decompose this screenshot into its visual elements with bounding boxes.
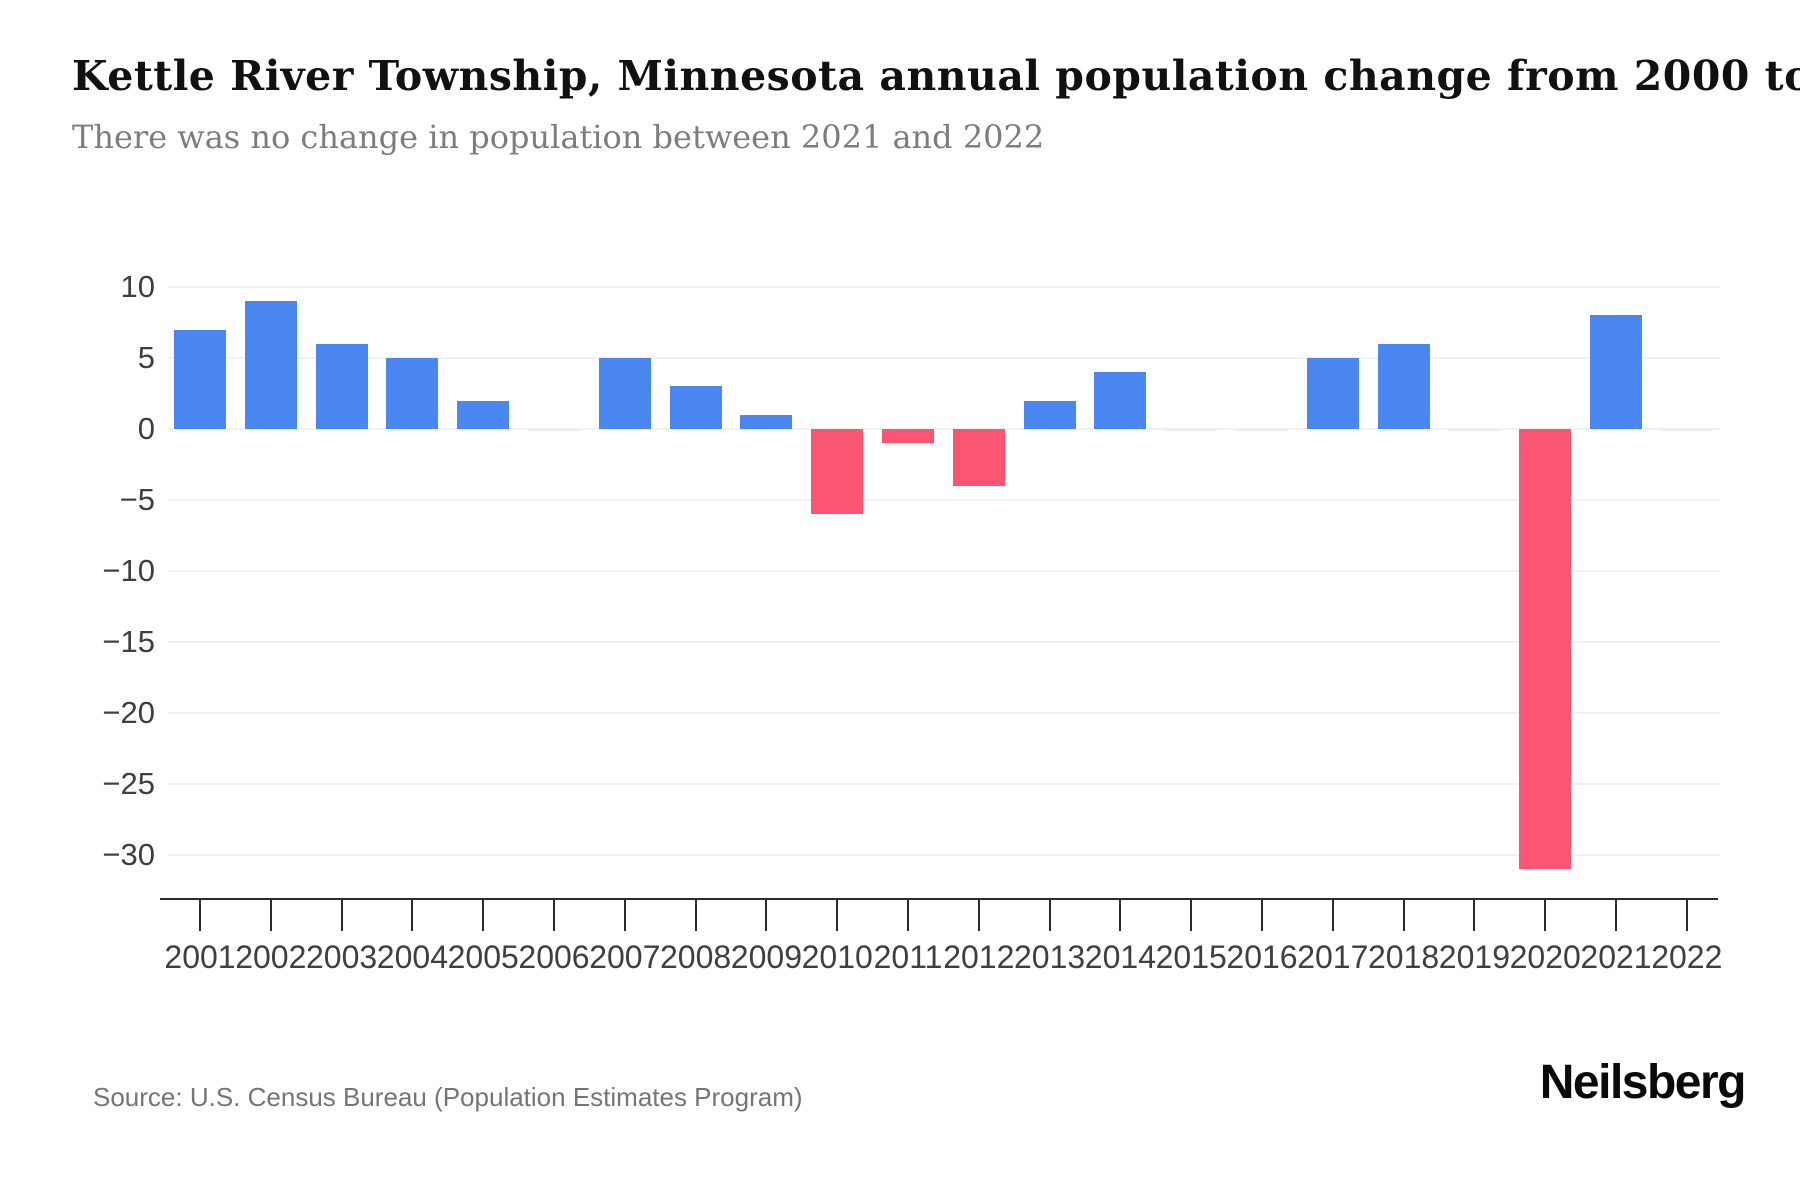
bar-2001[interactable] (174, 329, 226, 429)
x-axis-label-2007: 2007 (589, 939, 661, 975)
chart-title: Kettle River Township, Minnesota annual … (72, 52, 1800, 100)
gridline-5 (168, 357, 1720, 359)
x-axis-tick (907, 898, 909, 931)
x-axis-tick (623, 898, 626, 931)
x-axis-tick (1119, 898, 1122, 931)
bar-2009[interactable] (740, 414, 793, 429)
bar-2012[interactable] (952, 429, 1005, 486)
y-axis-tick-label: 0 (137, 411, 155, 446)
x-axis-label-2017: 2017 (1297, 939, 1369, 975)
y-axis-tick-label: 5 (137, 340, 155, 375)
gridline-0 (168, 428, 1720, 430)
x-axis-tick (1544, 898, 1547, 931)
bar-2018[interactable] (1377, 343, 1430, 429)
x-axis-label-2008: 2008 (660, 939, 732, 975)
x-axis-label-2001: 2001 (164, 939, 236, 975)
bar-2015[interactable] (1165, 427, 1218, 431)
x-axis-label-2016: 2016 (1226, 939, 1298, 975)
x-axis-label-2009: 2009 (730, 939, 802, 975)
bar-2022[interactable] (1660, 427, 1713, 431)
y-axis-tick-label: −25 (102, 766, 155, 801)
x-axis-tick (836, 898, 839, 931)
x-axis-label-2021: 2021 (1580, 939, 1652, 975)
x-axis-tick (199, 898, 201, 931)
x-axis-tick (269, 898, 272, 931)
neilsberg-logo: Neilsberg (1539, 1056, 1747, 1109)
x-axis-tick (1402, 898, 1405, 931)
bar-2019[interactable] (1448, 427, 1501, 431)
bar-2020[interactable] (1519, 429, 1572, 870)
x-axis-tick (1615, 898, 1617, 931)
y-axis-tick-label: −5 (119, 482, 155, 517)
bar-2007[interactable] (598, 358, 651, 429)
bar-2016[interactable] (1236, 427, 1288, 431)
y-axis-tick-label: −20 (102, 695, 155, 730)
bar-2006[interactable] (528, 427, 580, 431)
bar-2008[interactable] (669, 386, 722, 429)
x-axis-tick (1685, 898, 1688, 931)
gridline--30 (168, 854, 1720, 856)
x-axis-tick (553, 898, 555, 931)
x-axis-tick (1048, 898, 1051, 931)
x-axis-tick (1190, 898, 1193, 931)
x-axis-tick (1331, 898, 1334, 931)
bar-2010[interactable] (811, 429, 864, 515)
x-axis-label-2004: 2004 (376, 939, 448, 975)
bar-2013[interactable] (1023, 400, 1076, 429)
y-axis-tick-label: −10 (102, 553, 155, 588)
bar-2005[interactable] (457, 400, 510, 429)
x-axis-label-2005: 2005 (447, 939, 519, 975)
source-note: Source: U.S. Census Bureau (Population E… (93, 1082, 803, 1112)
x-axis-label-2019: 2019 (1438, 939, 1510, 975)
x-axis-tick (977, 898, 980, 931)
x-axis-label-2013: 2013 (1014, 939, 1086, 975)
x-axis-tick (340, 898, 343, 931)
bar-2002[interactable] (244, 301, 297, 429)
gridline--15 (168, 641, 1720, 643)
y-axis-tick-label: −15 (102, 624, 155, 659)
bar-2003[interactable] (315, 343, 368, 429)
x-axis-label-2011: 2011 (873, 939, 943, 975)
x-axis-label-2022: 2022 (1651, 939, 1723, 975)
bar-2017[interactable] (1306, 358, 1359, 429)
x-axis-tick (411, 898, 414, 931)
x-axis-line (160, 898, 1718, 900)
y-axis-tick-label: −30 (102, 837, 155, 872)
bar-2014[interactable] (1094, 372, 1147, 429)
x-axis-tick (1473, 898, 1476, 931)
x-axis-tick (765, 898, 768, 931)
bar-2011[interactable] (882, 429, 934, 444)
x-axis-label-2006: 2006 (518, 939, 590, 975)
x-axis-label-2012: 2012 (943, 939, 1015, 975)
gridline--10 (168, 570, 1720, 572)
x-axis-label-2014: 2014 (1084, 939, 1156, 975)
x-axis-label-2003: 2003 (306, 939, 378, 975)
bar-2021[interactable] (1590, 315, 1642, 429)
x-axis-tick (1261, 898, 1263, 931)
bar-2004[interactable] (386, 358, 439, 429)
gridline--5 (168, 499, 1720, 501)
y-axis-tick-label: 10 (120, 269, 155, 304)
gridline-10 (168, 286, 1720, 288)
x-axis-label-2010: 2010 (801, 939, 873, 975)
x-axis-tick (482, 898, 485, 931)
x-axis-label-2020: 2020 (1509, 939, 1581, 975)
x-axis-label-2015: 2015 (1155, 939, 1227, 975)
gridline--25 (168, 783, 1720, 785)
x-axis-tick (694, 898, 697, 931)
x-axis-label-2018: 2018 (1368, 939, 1440, 975)
x-axis-label-2002: 2002 (235, 939, 307, 975)
gridline--20 (168, 712, 1720, 714)
chart-subtitle: There was no change in population betwee… (72, 118, 1045, 156)
